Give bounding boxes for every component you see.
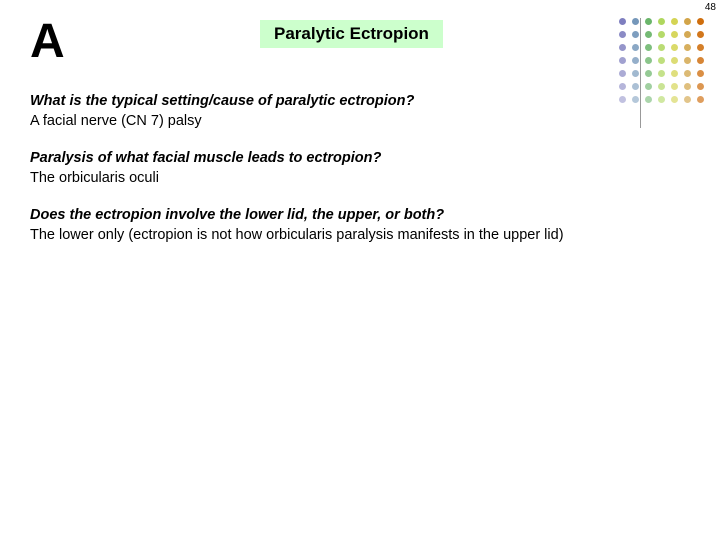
dot-icon <box>658 83 665 90</box>
dot-icon <box>632 83 639 90</box>
question-text: Paralysis of what facial muscle leads to… <box>30 149 690 169</box>
dot-icon <box>697 96 704 103</box>
qa-block: Paralysis of what facial muscle leads to… <box>30 149 690 188</box>
dot-icon <box>658 44 665 51</box>
section-letter: A <box>30 14 65 69</box>
dot-icon <box>697 44 704 51</box>
dot-icon <box>671 83 678 90</box>
dot-icon <box>632 44 639 51</box>
dot-row <box>619 70 704 77</box>
answer-text: The orbicularis oculi <box>30 169 690 189</box>
dot-icon <box>645 31 652 38</box>
dot-icon <box>671 31 678 38</box>
dot-row <box>619 18 704 25</box>
dot-icon <box>632 70 639 77</box>
dot-icon <box>671 57 678 64</box>
dot-icon <box>632 18 639 25</box>
answer-text: The lower only (ectropion is not how orb… <box>30 226 690 246</box>
dot-icon <box>645 44 652 51</box>
question-text: Does the ectropion involve the lower lid… <box>30 206 690 226</box>
dot-icon <box>645 57 652 64</box>
dot-icon <box>697 70 704 77</box>
dot-icon <box>684 57 691 64</box>
dot-row <box>619 83 704 90</box>
dot-icon <box>619 18 626 25</box>
dot-icon <box>619 70 626 77</box>
dot-icon <box>619 44 626 51</box>
page-number: 48 <box>705 2 716 13</box>
dot-icon <box>684 18 691 25</box>
dot-icon <box>619 31 626 38</box>
dot-icon <box>632 31 639 38</box>
dot-icon <box>671 44 678 51</box>
qa-block: Does the ectropion involve the lower lid… <box>30 206 690 245</box>
dot-icon <box>671 70 678 77</box>
dot-icon <box>697 31 704 38</box>
dot-row <box>619 57 704 64</box>
dot-icon <box>697 83 704 90</box>
dot-icon <box>658 57 665 64</box>
dot-icon <box>684 83 691 90</box>
dot-icon <box>671 18 678 25</box>
dot-icon <box>632 57 639 64</box>
qa-block: What is the typical setting/cause of par… <box>30 92 690 131</box>
dot-icon <box>684 44 691 51</box>
dot-icon <box>619 83 626 90</box>
slide-title: Paralytic Ectropion <box>260 20 443 48</box>
question-text: What is the typical setting/cause of par… <box>30 92 690 112</box>
dot-icon <box>684 70 691 77</box>
dot-icon <box>697 18 704 25</box>
dot-row <box>619 44 704 51</box>
content-area: What is the typical setting/cause of par… <box>30 92 690 263</box>
dot-icon <box>619 57 626 64</box>
answer-text: A facial nerve (CN 7) palsy <box>30 112 690 132</box>
dot-icon <box>645 70 652 77</box>
dot-row <box>619 31 704 38</box>
dot-icon <box>684 31 691 38</box>
dot-icon <box>645 83 652 90</box>
dot-icon <box>697 57 704 64</box>
dot-icon <box>658 70 665 77</box>
dot-icon <box>645 18 652 25</box>
dot-icon <box>658 31 665 38</box>
dot-icon <box>658 18 665 25</box>
